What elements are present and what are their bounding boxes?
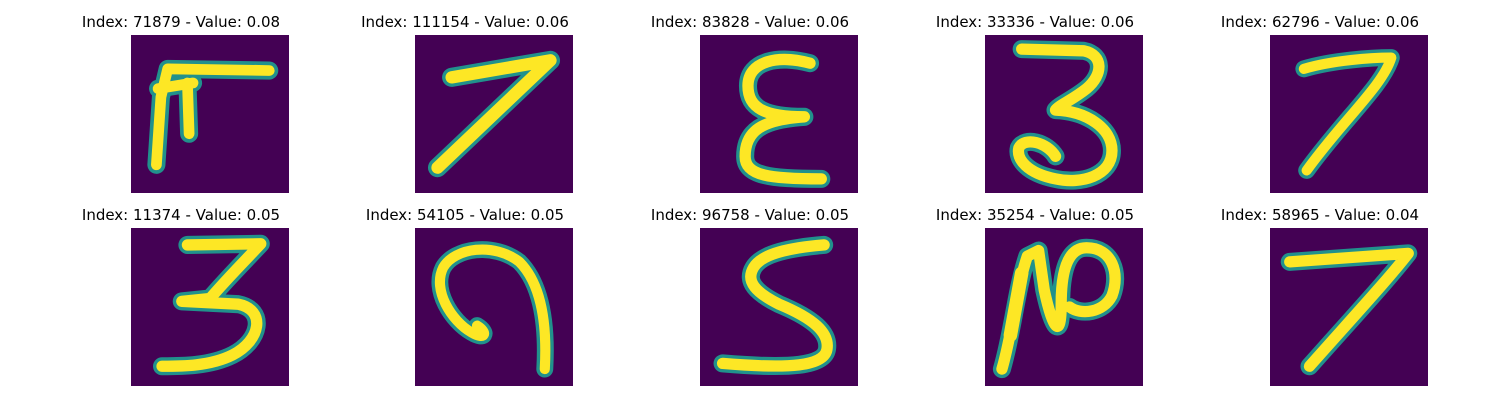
digit-image	[131, 35, 289, 193]
panel-title: Index: 58965 - Value: 0.04	[1220, 206, 1420, 224]
panel-2: Index: 111154 - Value: 0.06	[315, 12, 615, 194]
panel-title: Index: 96758 - Value: 0.05	[650, 206, 850, 224]
digit-image	[985, 228, 1143, 386]
panel-title: Index: 111154 - Value: 0.06	[361, 13, 569, 31]
panel-title: Index: 54105 - Value: 0.05	[365, 206, 565, 224]
panel-title: Index: 62796 - Value: 0.06	[1220, 13, 1420, 31]
digit-image	[985, 35, 1143, 193]
panel-title: Index: 11374 - Value: 0.05	[81, 206, 281, 224]
digit-image	[131, 228, 289, 386]
panel-9: Index: 35254 - Value: 0.05	[885, 205, 1185, 387]
panel-title: Index: 33336 - Value: 0.06	[935, 13, 1135, 31]
digit-image	[700, 228, 858, 386]
panel-1: Index: 71879 - Value: 0.08	[31, 12, 331, 194]
panel-3: Index: 83828 - Value: 0.06	[600, 12, 900, 194]
panel-10: Index: 58965 - Value: 0.04	[1170, 205, 1470, 387]
panel-6: Index: 11374 - Value: 0.05	[31, 205, 331, 387]
panel-8: Index: 96758 - Value: 0.05	[600, 205, 900, 387]
digit-image	[1270, 35, 1428, 193]
panel-4: Index: 33336 - Value: 0.06	[885, 12, 1185, 194]
digit-image	[700, 35, 858, 193]
panel-7: Index: 54105 - Value: 0.05	[315, 205, 615, 387]
panel-title: Index: 71879 - Value: 0.08	[81, 13, 281, 31]
digit-image	[1270, 228, 1428, 386]
digit-image	[415, 228, 573, 386]
digit-image	[415, 35, 573, 193]
panel-title: Index: 83828 - Value: 0.06	[650, 13, 850, 31]
panel-5: Index: 62796 - Value: 0.06	[1170, 12, 1470, 194]
panel-title: Index: 35254 - Value: 0.05	[935, 206, 1135, 224]
